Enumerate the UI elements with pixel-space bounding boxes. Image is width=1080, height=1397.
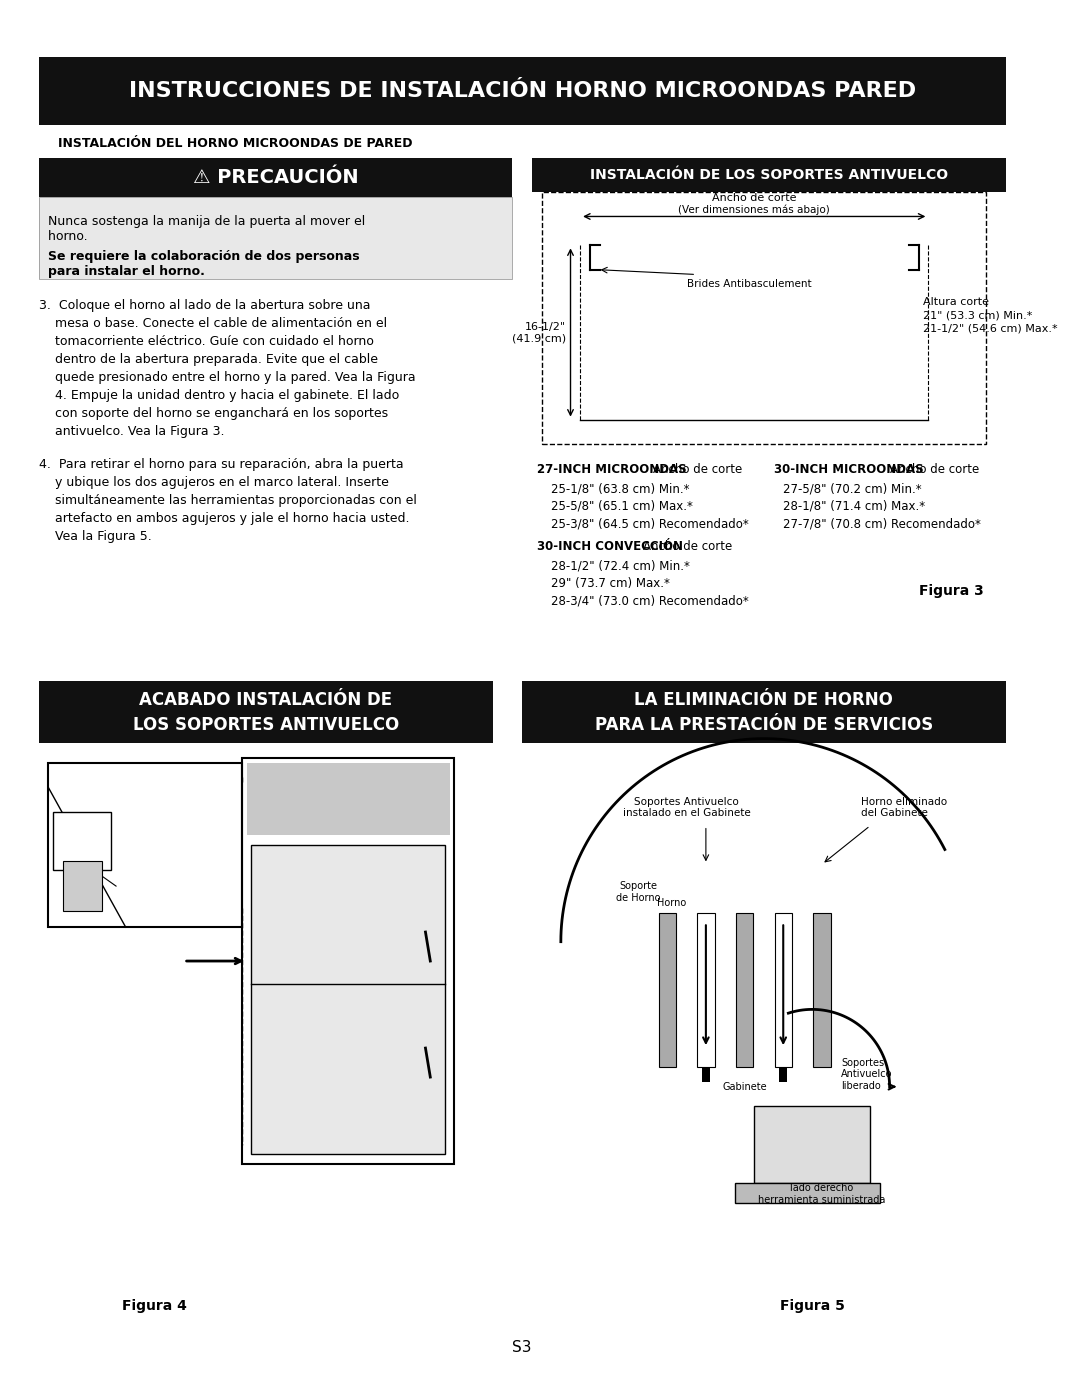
Text: LA ELIMINACIÓN DE HORNO
PARA LA PRESTACIÓN DE SERVICIOS: LA ELIMINACIÓN DE HORNO PARA LA PRESTACI… [595,690,933,733]
Bar [735,912,753,1067]
Text: Figura 5: Figura 5 [780,1299,845,1313]
Bar [242,759,455,1164]
Bar [735,912,753,1067]
Bar [698,912,715,1067]
Bar [541,193,986,444]
Text: Soportes Antivuelco
instalado en el Gabinete: Soportes Antivuelco instalado en el Gabi… [623,796,751,819]
Text: Gabinete: Gabinete [723,1081,767,1092]
Text: lado derecho
herramienta suministrada: lado derecho herramienta suministrada [758,1183,886,1206]
Text: Ancho de corte: Ancho de corte [890,462,978,476]
Bar [39,197,513,279]
Text: 3.  Coloque el horno al lado de la abertura sobre una
    mesa o base. Conecte e: 3. Coloque el horno al lado de la abertu… [39,299,416,437]
Text: Ancho de corte: Ancho de corte [712,193,796,203]
Bar [252,845,445,1154]
Text: 30-INCH CONVECCIÓN: 30-INCH CONVECCIÓN [537,541,683,553]
Text: 25-5/8" (65.1 cm) Max.*: 25-5/8" (65.1 cm) Max.* [551,500,693,513]
Text: INSTRUCCIONES DE INSTALACIÓN HORNO MICROONDAS PARED: INSTRUCCIONES DE INSTALACIÓN HORNO MICRO… [129,81,916,101]
Bar [659,912,676,1067]
Text: S3: S3 [512,1340,532,1355]
Bar [39,197,513,279]
Text: 27-5/8" (70.2 cm) Min.*: 27-5/8" (70.2 cm) Min.* [783,482,922,496]
Text: ⚠ PRECAUCIÓN: ⚠ PRECAUCIÓN [192,168,359,187]
Text: (Ver dimensiones más abajo): (Ver dimensiones más abajo) [678,204,831,215]
Bar [659,912,676,1067]
Bar [39,680,494,743]
Text: Horno eliminado
del Gabinete: Horno eliminado del Gabinete [861,796,947,819]
Text: 28-3/4" (73.0 cm) Recomendado*: 28-3/4" (73.0 cm) Recomendado* [551,595,748,608]
Text: 25-3/8" (64.5 cm) Recomendado*: 25-3/8" (64.5 cm) Recomendado* [551,517,748,531]
Text: 28-1/8" (71.4 cm) Max.*: 28-1/8" (71.4 cm) Max.* [783,500,926,513]
Text: 29" (73.7 cm) Max.*: 29" (73.7 cm) Max.* [551,577,670,590]
Bar [531,158,1005,193]
Bar [252,845,445,1154]
Text: Soportes
Antivuelco
liberado: Soportes Antivuelco liberado [841,1058,893,1091]
Text: 27-7/8" (70.8 cm) Recomendado*: 27-7/8" (70.8 cm) Recomendado* [783,517,981,531]
Bar [39,57,1005,124]
Text: Soporte
de Horno: Soporte de Horno [616,882,661,902]
Text: 27-INCH MICROONDAS: 27-INCH MICROONDAS [537,462,686,476]
Text: Ancho de corte: Ancho de corte [652,462,742,476]
Bar [813,912,831,1067]
Bar [53,812,111,870]
Text: 25-1/8" (63.8 cm) Min.*: 25-1/8" (63.8 cm) Min.* [551,482,690,496]
Bar [774,912,792,1067]
Bar [774,912,792,1067]
Bar [754,1106,870,1183]
Bar [246,763,449,835]
Bar [780,1067,787,1081]
Bar [698,912,715,1067]
Text: 4.  Para retirar el horno para su reparación, abra la puerta
    y ubique los do: 4. Para retirar el horno para su reparac… [39,458,417,543]
Text: INSTALACIÓN DE LOS SOPORTES ANTIVUELCO: INSTALACIÓN DE LOS SOPORTES ANTIVUELCO [590,169,948,183]
Text: Figura 3: Figura 3 [919,584,984,598]
Text: Altura corte
21" (53.3 cm) Min.*
21-1/2" (54.6 cm) Max.*: Altura corte 21" (53.3 cm) Min.* 21-1/2"… [923,298,1058,334]
Bar [49,763,242,928]
Text: 28-1/2" (72.4 cm) Min.*: 28-1/2" (72.4 cm) Min.* [551,560,690,573]
Bar [813,912,831,1067]
Text: ACABADO INSTALACIÓN DE
LOS SOPORTES ANTIVUELCO: ACABADO INSTALACIÓN DE LOS SOPORTES ANTI… [133,690,399,733]
Text: Ancho de corte: Ancho de corte [643,541,732,553]
Text: Brides Antibasculement: Brides Antibasculement [687,279,811,289]
Bar [63,862,102,911]
Text: Se requiere la colaboración de dos personas
para instalar el horno.: Se requiere la colaboración de dos perso… [49,250,360,278]
Bar [39,158,513,197]
Bar [734,1183,880,1203]
Bar [522,680,1005,743]
Bar [702,1067,710,1081]
Text: Horno: Horno [658,898,687,908]
Text: Nunca sostenga la manija de la puerta al mover el
horno.: Nunca sostenga la manija de la puerta al… [49,215,366,243]
Text: 16-1/2"
(41.9 cm): 16-1/2" (41.9 cm) [512,321,566,344]
Text: 30-INCH MICROONDAS: 30-INCH MICROONDAS [773,462,923,476]
Text: Figura 4: Figura 4 [122,1299,187,1313]
Text: INSTALACIÓN DEL HORNO MICROONDAS DE PARED: INSTALACIÓN DEL HORNO MICROONDAS DE PARE… [58,137,413,151]
